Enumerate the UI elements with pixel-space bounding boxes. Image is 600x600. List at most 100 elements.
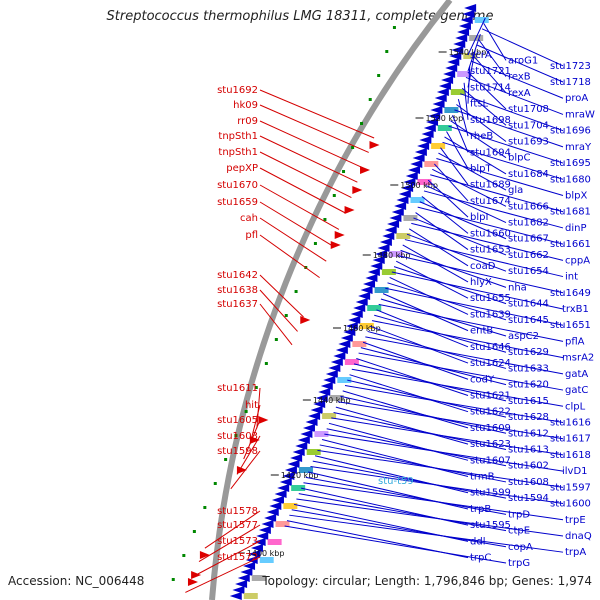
gene-fwd-arrow: [266, 508, 279, 516]
right-gene-label: stu1680: [550, 174, 591, 185]
gene-block: [410, 197, 425, 203]
right-gene-label: dnaQ: [565, 531, 592, 542]
right-gene-label: blpI: [470, 212, 488, 223]
gene-fwd-arrow: [428, 112, 441, 120]
right-gene-label: blpX: [565, 191, 587, 202]
gene-fwd-arrow: [443, 70, 456, 78]
gene-fwd-arrow: [248, 550, 261, 558]
right-gene-label: cppA: [565, 255, 590, 266]
right-gene-label: stu1696: [550, 126, 591, 137]
right-leader-line: [460, 93, 564, 132]
right-leader-line: [342, 390, 469, 429]
right-leader-line: [417, 206, 564, 245]
left-gene-label: stu1611: [217, 383, 258, 394]
gene-fwd-arrow: [457, 28, 470, 36]
right-leader-line: [296, 498, 564, 537]
gene-block: [291, 485, 306, 491]
right-gene-label: stu1681: [550, 207, 591, 218]
left-leader-line: [256, 387, 261, 429]
right-leader-line: [335, 406, 469, 445]
right-leader-line: [454, 109, 564, 148]
right-leader-line: [402, 244, 469, 283]
gene-fwd-arrow: [274, 490, 287, 498]
right-gene-label: dinP: [565, 223, 587, 234]
right-leader-line: [467, 66, 471, 104]
left-leader-line: [259, 120, 364, 169]
gene-rev-arrow: [334, 231, 345, 239]
right-gene-label: stu1682: [508, 218, 549, 229]
gene-fwd-arrow: [375, 250, 388, 258]
gene-block: [367, 305, 382, 311]
right-leader-line: [446, 131, 469, 169]
left-label-layer: stu1692 hk09 rr09 tnpSth1 tnpSth1 pepXP stu167…: [185, 85, 375, 593]
right-leader-line: [291, 509, 507, 548]
right-gene-label: gla: [508, 185, 523, 196]
genome-backbone: [209, 0, 453, 600]
gene-fwd-arrow: [414, 148, 427, 156]
right-gene-label: stu1616: [550, 417, 591, 428]
gene-fwd-arrow: [387, 220, 400, 228]
left-gene-label: stu1692: [217, 85, 258, 96]
gene-fwd-arrow: [343, 328, 356, 336]
gene-fwd-arrow: [355, 298, 368, 306]
right-leader-line: [338, 401, 564, 440]
right-leader-line: [331, 417, 564, 456]
rna-marker: [284, 314, 288, 317]
right-leader-line: [314, 455, 469, 494]
right-leader-line: [411, 222, 564, 261]
right-leader-line: [432, 168, 507, 207]
gene-fwd-arrow: [353, 304, 366, 312]
right-leader-line: [404, 239, 564, 278]
accession-text: Accession: NC_006448: [8, 574, 145, 588]
right-gene-label: stu1617: [550, 434, 591, 445]
gene-block: [424, 161, 439, 167]
right-leader-line: [344, 384, 564, 423]
left-gene-label: stu1598: [217, 446, 258, 457]
right-gene-label: rexA: [508, 88, 531, 99]
gene-fwd-arrow: [410, 160, 423, 168]
right-gene-label: nha: [508, 282, 527, 293]
gene-fwd-arrow: [328, 364, 341, 372]
right-gene-label: trxB1: [562, 304, 589, 315]
rna-marker: [342, 170, 346, 173]
right-gene-label: copA: [508, 542, 533, 553]
right-leader-line: [448, 125, 564, 164]
rna-gene-label: stu-t59: [378, 476, 414, 487]
right-gene-label: stu1622: [470, 407, 511, 418]
gene-fwd-arrow: [330, 358, 343, 366]
gene-fwd-arrow: [379, 238, 392, 246]
gene-fwd-arrow: [382, 232, 395, 240]
tick-label: 1520 kbp: [425, 114, 463, 123]
gene-block: [275, 521, 290, 527]
rna-marker: [368, 98, 372, 101]
right-gene-label: hlyX: [470, 277, 492, 288]
gene-block: [306, 449, 321, 455]
left-leader-line: [259, 184, 340, 230]
gene-fwd-arrow: [229, 592, 242, 600]
rna-marker: [224, 458, 228, 461]
right-gene-label: coaD: [470, 261, 496, 272]
right-leader-line: [457, 98, 469, 137]
right-gene-label: stu1600: [550, 499, 591, 510]
rna-marker: [323, 218, 327, 221]
rna-marker: [392, 26, 396, 29]
right-leader-line: [476, 44, 564, 83]
right-gene-label: stu1653: [470, 245, 511, 256]
right-gene-label: ftsL: [470, 99, 488, 110]
right-gene-label: stu1666: [508, 201, 549, 212]
gene-fwd-arrow: [292, 448, 305, 456]
gene-fwd-arrow: [297, 436, 310, 444]
gene-block: [474, 17, 489, 23]
gene-fwd-arrow: [325, 370, 338, 378]
gene-fwd-arrow: [423, 124, 436, 132]
right-leader-line: [340, 395, 507, 434]
gene-fwd-arrow: [363, 280, 376, 288]
gene-fwd-arrow: [458, 22, 471, 30]
right-leader-line: [298, 493, 507, 532]
left-gene-label: stu1605: [217, 415, 258, 426]
gene-fwd-arrow: [398, 190, 411, 198]
left-gene-label: stu1637: [217, 299, 258, 310]
rna-marker: [274, 338, 278, 341]
right-gene-label: stu1704: [508, 120, 549, 131]
gene-fwd-arrow: [282, 472, 295, 480]
